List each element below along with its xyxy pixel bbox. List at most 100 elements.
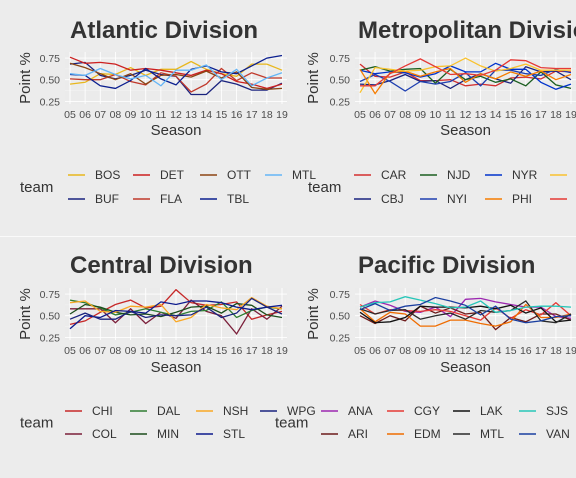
- legend-label: MTL: [292, 168, 316, 182]
- x-tick-label: 15: [216, 345, 228, 357]
- x-axis-title: Season: [440, 122, 491, 139]
- legend-item: CAR: [354, 168, 407, 182]
- legend-item: NYI: [420, 192, 467, 206]
- x-tick-label: 09: [414, 109, 426, 121]
- legend-label: CAR: [381, 168, 407, 182]
- legend-label: BOS: [95, 168, 120, 182]
- legend-title: team: [308, 179, 341, 196]
- legend-item: ANA: [321, 404, 373, 418]
- x-tick-label: 10: [140, 345, 152, 357]
- x-axis-title: Season: [151, 359, 202, 376]
- series-line-pit: [359, 57, 571, 94]
- x-tick-label: 06: [369, 109, 381, 121]
- x-tick-label: 18: [550, 109, 562, 121]
- legend-label: NYI: [447, 192, 467, 206]
- legend: team ANA ARI CGY EDM LAK MTL SJS VAN: [275, 404, 570, 441]
- y-tick-label: 0.75: [330, 53, 351, 65]
- x-tick-label: 09: [125, 109, 137, 121]
- chart-title: Metropolitan Division: [358, 17, 576, 44]
- legend-label: ANA: [348, 404, 373, 418]
- legend-label: ARI: [348, 427, 368, 441]
- legend-item: OTT: [200, 168, 252, 182]
- x-tick-label: 07: [94, 345, 106, 357]
- y-tick-label: 0.25: [330, 332, 351, 344]
- x-axis-title: Season: [151, 122, 202, 139]
- series-line-wpg: [69, 297, 283, 320]
- x-tick-label: 19: [565, 345, 576, 357]
- chart-panel-3: Central Division 0.25 0.50 0.75 05 06 07 08 09 10…: [17, 252, 316, 441]
- legend-label: MTL: [480, 427, 504, 441]
- legend-item: BOS: [68, 168, 120, 182]
- chart-title: Pacific Division: [358, 252, 535, 279]
- chart-title: Central Division: [70, 252, 253, 279]
- legend-item: WPG: [260, 404, 316, 418]
- legend-item: TBL: [200, 192, 249, 206]
- legend: team CAR CBJ NJD NYI NYR PHI PIT WSH: [308, 168, 567, 206]
- legend-item: LAK: [453, 404, 503, 418]
- y-axis-title: Point %: [305, 52, 322, 104]
- x-tick-label: 17: [246, 109, 258, 121]
- x-tick-label: 06: [79, 345, 91, 357]
- x-tick-label: 14: [490, 345, 502, 357]
- legend-item: CBJ: [354, 192, 404, 206]
- legend-label: TBL: [227, 192, 249, 206]
- legend-label: PHI: [512, 192, 532, 206]
- x-tick-label: 19: [276, 345, 288, 357]
- x-tick-label: 11: [155, 345, 166, 357]
- series-line-mtl: [359, 300, 572, 324]
- legend-item: SJS: [519, 404, 568, 418]
- legend-item: WSH: [550, 198, 567, 200]
- series-line-sjs: [359, 296, 572, 313]
- legend-item: FLA: [133, 192, 182, 206]
- x-tick-label: 18: [550, 345, 562, 357]
- y-axis-title: Point %: [17, 52, 34, 104]
- legend-label: EDM: [414, 427, 441, 441]
- x-tick-label: 05: [354, 345, 366, 357]
- chart-title: Atlantic Division: [70, 17, 258, 44]
- x-tick-label: 05: [64, 109, 76, 121]
- legend-item: DET: [133, 168, 185, 182]
- legend-item: ARI: [321, 427, 368, 441]
- x-tick-label: 08: [110, 345, 122, 357]
- y-tick-label: 0.50: [330, 311, 351, 323]
- legend-item: PIT: [550, 174, 567, 176]
- legend-item: CHI: [65, 404, 113, 418]
- legend-label: CHI: [92, 404, 113, 418]
- series-line-tbl: [69, 54, 283, 90]
- legend-label: CGY: [414, 404, 440, 418]
- x-tick-label: 09: [125, 345, 137, 357]
- legend-label: WPG: [287, 404, 316, 418]
- x-tick-label: 17: [246, 345, 258, 357]
- y-tick-label: 0.50: [40, 311, 61, 323]
- legend-item: COL: [65, 427, 117, 441]
- x-tick-label: 14: [200, 109, 212, 121]
- x-tick-label: 12: [460, 109, 472, 121]
- x-tick-label: 07: [94, 109, 106, 121]
- series-line-ari: [359, 305, 572, 331]
- x-tick-label: 12: [170, 345, 182, 357]
- x-tick-label: 11: [445, 109, 456, 121]
- legend-item: EDM: [387, 427, 441, 441]
- y-tick-label: 0.75: [40, 289, 61, 301]
- legend: team CHI COL DAL MIN NSH STL WPG: [20, 404, 316, 441]
- legend-label: NJD: [447, 168, 471, 182]
- legend-title: team: [275, 415, 308, 432]
- legend: team BOS BUF DET FLA OTT TBL MTL: [20, 168, 316, 206]
- x-tick-label: 17: [535, 109, 547, 121]
- x-tick-label: 13: [475, 109, 487, 121]
- legend-label: DAL: [157, 404, 181, 418]
- series-line-van: [359, 296, 572, 324]
- legend-label: OTT: [227, 168, 252, 182]
- y-axis-title: Point %: [305, 288, 322, 340]
- series-line-phi: [359, 67, 572, 95]
- x-tick-label: 16: [520, 345, 532, 357]
- x-tick-label: 15: [505, 109, 517, 121]
- series-line-ott: [69, 62, 283, 90]
- x-tick-label: 08: [399, 345, 411, 357]
- x-axis-title: Season: [440, 359, 491, 376]
- legend-label: DET: [160, 168, 185, 182]
- x-tick-label: 06: [79, 109, 91, 121]
- series-line-lak: [359, 304, 572, 324]
